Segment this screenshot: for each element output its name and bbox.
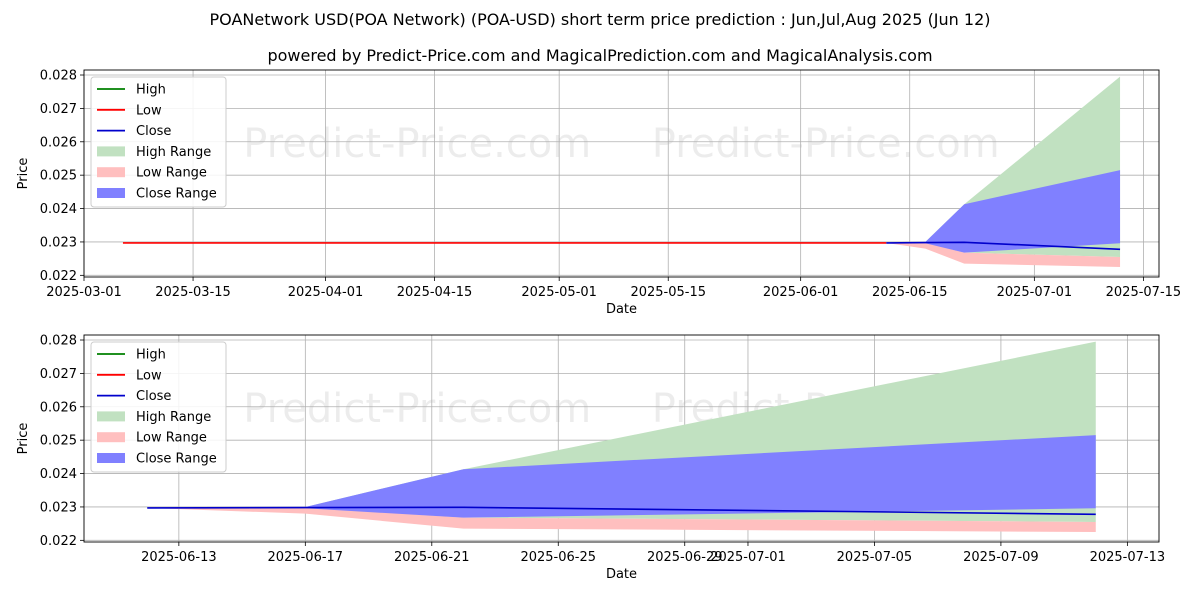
bottom-y-tick-label: 0.022 (40, 534, 77, 549)
bottom-x-tick-label: 2025-07-13 (1090, 550, 1166, 565)
bottom-x-tick-label: 2025-07-05 (837, 550, 913, 565)
top-legend-label-low-range: Low Range (136, 166, 207, 181)
top-legend-swatch-high-range (97, 146, 125, 157)
top-legend-label-low: Low (136, 103, 162, 118)
top-y-tick-label: 0.024 (40, 202, 77, 217)
top-legend (90, 76, 227, 208)
top-legend-label-high: High (136, 83, 166, 98)
bottom-y-tick-label: 0.026 (40, 400, 77, 415)
top-x-tick-label: 2025-05-15 (630, 285, 706, 300)
bottom-high-range-area (147, 341, 1096, 522)
bottom-watermark-right: Predict-Price.com (652, 386, 1000, 432)
top-legend-label-close: Close (136, 124, 171, 139)
bottom-close-range-area (147, 435, 1096, 518)
top-x-tick-label: 2025-03-01 (46, 285, 122, 300)
bottom-y-tick-label: 0.028 (40, 334, 77, 349)
top-close-range-area (886, 170, 1121, 253)
bottom-y-tick-label: 0.025 (40, 434, 77, 449)
top-y-tick-label: 0.026 (40, 135, 77, 150)
top-x-tick-label: 2025-07-15 (1106, 285, 1182, 300)
top-y-tick-label: 0.023 (40, 235, 77, 250)
top-x-tick-label: 2025-06-01 (763, 285, 839, 300)
top-legend-swatch-low-range (97, 167, 125, 178)
bottom-legend-label-high-range: High Range (136, 410, 211, 425)
bottom-x-tick-label: 2025-07-09 (963, 550, 1039, 565)
bottom-legend-swatch-high-range (97, 411, 125, 422)
top-watermark-right: Predict-Price.com (652, 121, 1000, 167)
top-legend-label-close-range: Close Range (136, 187, 217, 202)
top-close-line (886, 241, 1121, 251)
bottom-legend (90, 341, 227, 473)
bottom-legend-label-high: High (136, 348, 166, 363)
bottom-y-tick-label: 0.027 (40, 367, 77, 382)
top-x-axis-label: Date (606, 302, 637, 317)
top-high-range-area (886, 76, 1121, 257)
top-x-tick-label: 2025-04-15 (397, 285, 473, 300)
bottom-x-axis-label: Date (606, 567, 637, 582)
bottom-watermark-left: Predict-Price.com (243, 386, 591, 432)
top-plot-frame (83, 69, 1160, 278)
top-x-tick-label: 2025-07-01 (997, 285, 1073, 300)
top-x-tick-label: 2025-04-01 (288, 285, 364, 300)
top-x-tick-label: 2025-06-15 (872, 285, 948, 300)
bottom-y-axis-label: Price (16, 423, 31, 455)
bottom-low-range-area (147, 507, 1096, 532)
bottom-legend-label-low-range: Low Range (136, 431, 207, 446)
top-y-axis-label: Price (16, 158, 31, 190)
bottom-x-tick-label: 2025-06-17 (268, 550, 344, 565)
top-y-tick-label: 0.022 (40, 269, 77, 284)
top-x-tick-label: 2025-05-01 (521, 285, 597, 300)
bottom-legend-label-low: Low (136, 368, 162, 383)
top-y-tick-label: 0.028 (40, 69, 77, 84)
bottom-legend-swatch-low-range (97, 432, 125, 443)
chart-title: POANetwork USD(POA Network) (POA-USD) sh… (209, 10, 991, 29)
bottom-x-tick-label: 2025-06-25 (520, 550, 596, 565)
top-legend-swatch-close-range (97, 188, 125, 198)
top-y-tick-label: 0.027 (40, 102, 77, 117)
bottom-legend-swatch-close-range (97, 453, 125, 463)
bottom-x-tick-label: 2025-06-21 (394, 550, 470, 565)
bottom-legend-label-close-range: Close Range (136, 452, 217, 467)
bottom-y-tick-label: 0.024 (40, 467, 77, 482)
top-y-tick-label: 0.025 (40, 169, 77, 184)
bottom-y-tick-label: 0.023 (40, 500, 77, 515)
chart-subtitle: powered by Predict-Price.com and Magical… (267, 46, 933, 65)
bottom-x-tick-label: 2025-06-13 (141, 550, 217, 565)
bottom-x-tick-label: 2025-06-29 (647, 550, 723, 565)
bottom-plot-frame (83, 334, 1160, 543)
top-low-range-area (886, 242, 1121, 267)
top-x-tick-label: 2025-03-15 (155, 285, 231, 300)
top-watermark-left: Predict-Price.com (243, 121, 591, 167)
top-legend-label-high-range: High Range (136, 145, 211, 160)
bottom-legend-label-close: Close (136, 389, 171, 404)
bottom-x-tick-label: 2025-07-01 (710, 550, 786, 565)
bottom-close-line (147, 506, 1096, 516)
